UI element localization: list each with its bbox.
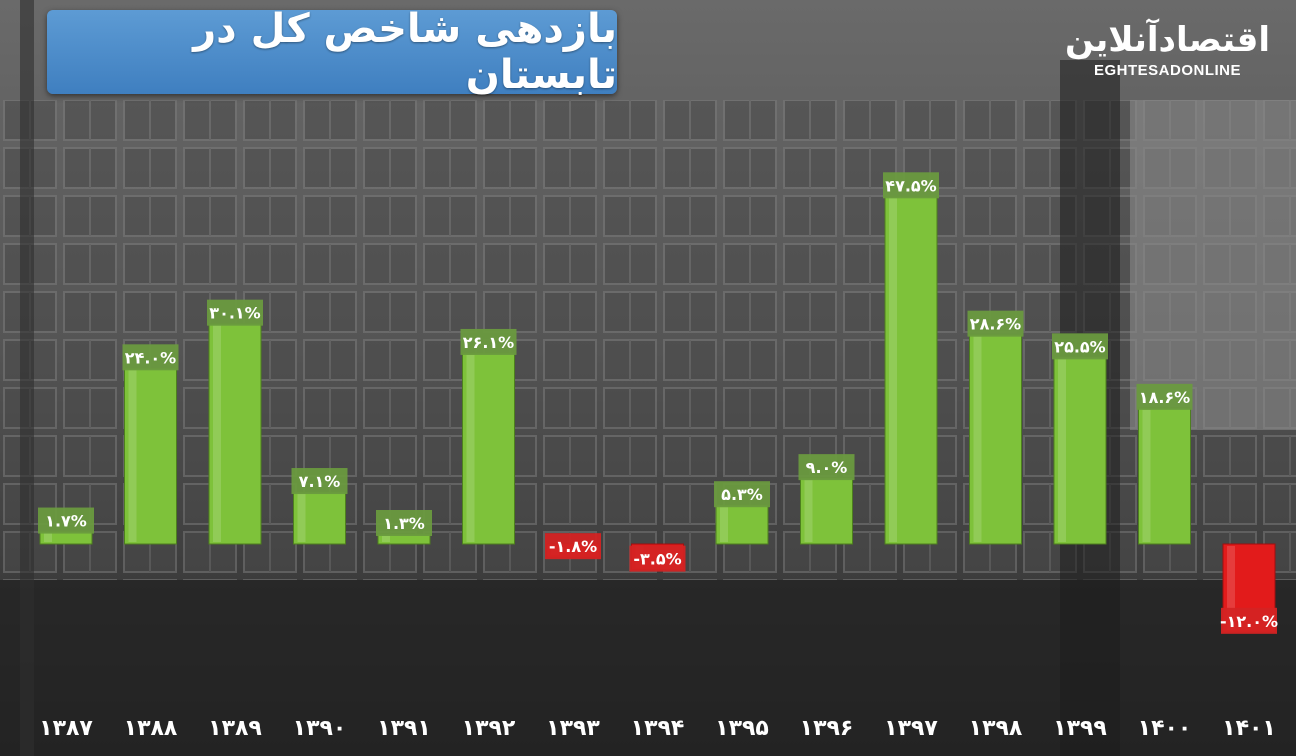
data-label-11: ۲۸.۶% — [970, 315, 1021, 334]
data-label-bg-9 — [798, 454, 855, 481]
data-label-bg-0 — [38, 507, 94, 534]
data-label-3: ۷.۱% — [299, 472, 341, 491]
data-label-14: -۱۲.۰% — [1220, 612, 1278, 631]
bar-13 — [1138, 407, 1191, 545]
bar-10 — [884, 195, 938, 545]
chart-title-banner: بازدهی شاخص کل در تابستان — [47, 6, 617, 98]
x-tick-label-7: ۱۳۹۴ — [631, 716, 685, 741]
x-tick-label-10: ۱۳۹۷ — [884, 716, 938, 741]
publisher-logo: اقتصادآنلاین EGHTESADONLINE — [1055, 18, 1280, 90]
x-tick-label-14: ۱۴۰۱ — [1222, 716, 1276, 741]
x-tick-label-8: ۱۳۹۵ — [715, 716, 769, 741]
x-tick-label-5: ۱۳۹۲ — [462, 716, 516, 741]
data-label-bg-5 — [460, 328, 517, 355]
data-label-bg-8 — [714, 481, 770, 508]
x-tick-label-3: ۱۳۹۰ — [293, 716, 347, 741]
data-label-bg-13 — [1136, 383, 1193, 410]
bar-highlight-9 — [804, 480, 813, 542]
data-label-bg-14 — [1221, 607, 1277, 634]
bars-group — [39, 195, 1276, 633]
bar-12 — [1053, 356, 1107, 545]
bar-highlight-5 — [466, 354, 475, 542]
data-label-12: ۲۵.۵% — [1054, 337, 1105, 356]
x-tick-label-13: ۱۴۰۰ — [1138, 716, 1192, 741]
bar-highlight-11 — [973, 336, 982, 542]
bar-8 — [715, 504, 769, 545]
bar-highlight-12 — [1058, 359, 1066, 542]
bar-highlight-0 — [44, 533, 52, 542]
bar-highlight-13 — [1142, 409, 1151, 542]
bar-11 — [969, 334, 1022, 545]
bar-highlight-3 — [297, 494, 306, 542]
chart-title: بازدهی شاخص کل در تابستان — [193, 6, 617, 98]
data-label-9: ۹.۰% — [806, 458, 848, 477]
bar-5 — [462, 352, 515, 545]
data-label-5: ۲۶.۱% — [463, 333, 514, 352]
x-tick-label-11: ۱۳۹۸ — [969, 716, 1023, 741]
data-label-7: -۳.۵% — [633, 550, 681, 569]
bar-9 — [800, 477, 853, 545]
x-tick-label-4: ۱۳۹۱ — [377, 716, 431, 741]
data-label-13: ۱۸.۶% — [1139, 388, 1190, 407]
data-label-2: ۳۰.۱% — [209, 304, 260, 323]
bar-highlight-2 — [213, 325, 221, 542]
data-label-1: ۲۴.۰% — [125, 348, 176, 367]
data-label-bg-2 — [207, 299, 263, 326]
data-label-6: -۱.۸% — [549, 537, 597, 556]
x-tick-label-6: ۱۳۹۳ — [546, 716, 600, 741]
bar-highlight-10 — [889, 198, 897, 543]
data-label-10: ۴۷.۵% — [885, 176, 936, 195]
data-label-4: ۱.۳% — [383, 514, 425, 533]
bar-highlight-1 — [128, 370, 137, 542]
x-tick-label-12: ۱۳۹۹ — [1053, 716, 1107, 741]
data-label-bg-11 — [967, 310, 1024, 337]
bar-1 — [124, 367, 177, 545]
x-tick-label-2: ۱۳۸۹ — [208, 716, 262, 741]
bar-highlight-4 — [382, 536, 390, 542]
bar-2 — [208, 323, 262, 545]
logo-name-en: EGHTESADONLINE — [1093, 62, 1241, 79]
x-tick-label-0: ۱۳۸۷ — [39, 716, 93, 741]
data-label-bg-3 — [291, 468, 348, 495]
x-tick-label-9: ۱۳۹۶ — [800, 716, 854, 741]
x-tick-label-1: ۱۳۸۸ — [124, 716, 178, 741]
data-label-0: ۱.۷% — [45, 512, 87, 531]
data-label-bg-10 — [883, 172, 939, 199]
bar-highlight-14 — [1227, 546, 1235, 630]
x-tick-labels-group: ۱۳۸۷ ۱۳۸۸ ۱۳۸۹ ۱۳۹۰ ۱۳۹۱ ۱۳۹۲ ۱۳۹۳ ۱۳۹۴ ۱۳۹۵ ۱۳۹۶… — [39, 716, 1276, 741]
data-label-bg-12 — [1052, 333, 1108, 360]
logo-name-fa: اقتصادآنلاین — [1064, 20, 1271, 60]
data-labels-group: ۱.۷% ۲۴.۰% ۳۰.۱% ۷.۱% ۱.۳% ۲۶.۱% -۱.۸% -۳.۵% ۵.۳… — [38, 172, 1278, 634]
data-label-8: ۵.۳% — [721, 485, 763, 504]
data-label-bg-7 — [629, 545, 686, 572]
data-label-bg-6 — [545, 533, 601, 560]
data-label-bg-4 — [376, 510, 432, 536]
data-label-bg-1 — [122, 344, 179, 371]
bar-highlight-8 — [720, 507, 728, 542]
